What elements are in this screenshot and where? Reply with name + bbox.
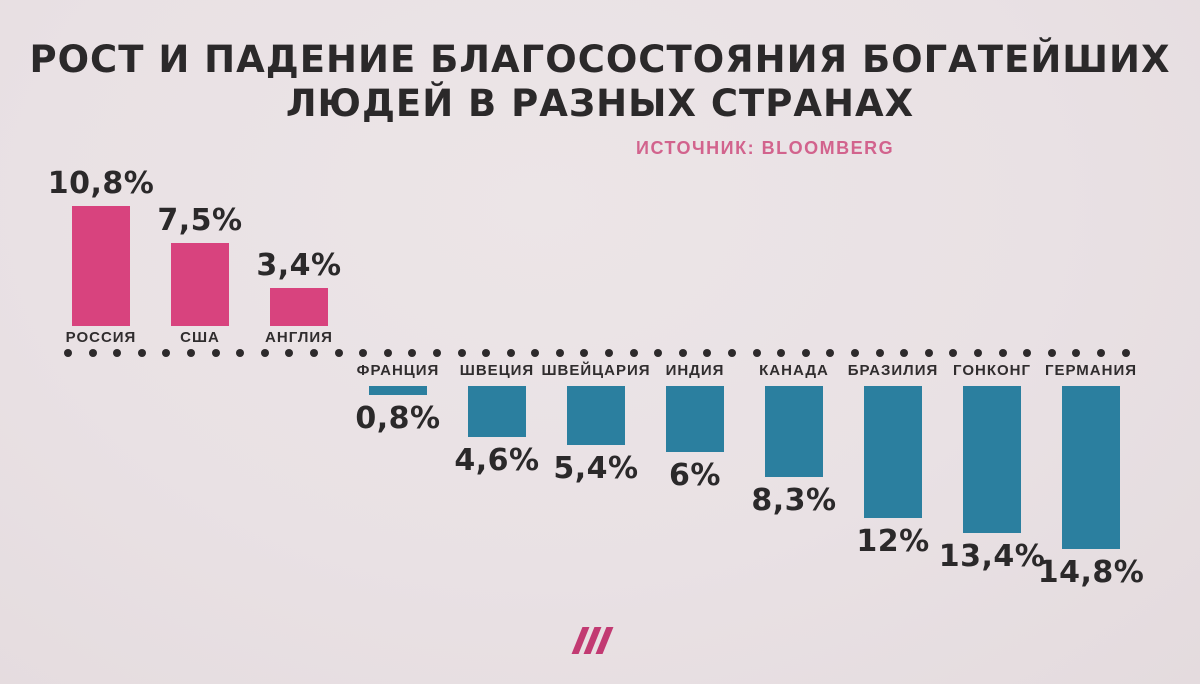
zero-line-dot	[949, 349, 958, 357]
zero-line-dot	[851, 349, 859, 357]
zero-line-dot	[678, 349, 687, 357]
zero-line-dot	[555, 349, 564, 357]
zero-line-dot	[1072, 349, 1081, 357]
chart-title-line1: РОСТ И ПАДЕНИЕ БЛАГОСОСТОЯНИЯ БОГАТЕЙШИХ	[29, 38, 1171, 81]
zero-line-dot	[88, 349, 97, 357]
bar-country-label: ШВЕЦИЯ	[459, 362, 535, 379]
bar-country-label: РОССИЯ	[65, 329, 137, 346]
bar-value-label: 7,5%	[157, 203, 243, 238]
zero-line-dot	[260, 349, 269, 357]
bar-value-label: 14,8%	[1037, 555, 1145, 590]
zero-line-dot	[186, 349, 195, 357]
bar-value-label: 0,8%	[355, 401, 441, 436]
bar-growth-0	[72, 206, 130, 326]
bar-growth-1	[171, 243, 229, 326]
zero-line-dot	[1047, 349, 1056, 357]
bar-value-label: 4,6%	[454, 443, 540, 478]
zero-line-dot	[900, 349, 909, 357]
zero-line-dot	[777, 349, 786, 357]
bar-country-label: ГЕРМАНИЯ	[1044, 362, 1138, 379]
zero-line-dot	[801, 349, 810, 357]
bar-country-label: БРАЗИЛИЯ	[847, 362, 939, 379]
zero-line-dot	[236, 349, 245, 357]
bar-country-label: США	[180, 329, 220, 346]
source-label: ИСТОЧНИК: BLOOMBERG	[636, 138, 895, 158]
bar-value-label: 3,4%	[256, 248, 342, 283]
zero-line-dot	[580, 349, 589, 357]
zero-line-dot	[506, 349, 515, 357]
bar-decline-10	[1062, 386, 1120, 549]
zero-line-dot	[457, 349, 466, 357]
bar-growth-2	[270, 288, 328, 326]
zero-line-dot	[924, 349, 933, 357]
zero-line-dot	[408, 349, 417, 357]
bar-country-label: АНГЛИЯ	[265, 329, 333, 346]
zero-line-dot	[334, 349, 343, 357]
three-slashes-logo-icon	[571, 627, 623, 654]
zero-line-dot	[113, 349, 122, 357]
bar-decline-7	[765, 386, 823, 477]
zero-line-dot	[998, 349, 1007, 357]
zero-line-dot	[629, 349, 638, 357]
zero-line-dot	[359, 349, 368, 357]
zero-line-dot	[531, 349, 540, 357]
bar-value-label: 12%	[856, 524, 930, 559]
zero-line-dot	[1121, 349, 1130, 357]
bar-decline-3	[369, 386, 427, 395]
zero-line-dot	[654, 349, 663, 357]
zero-line-dot	[383, 349, 392, 357]
zero-line-dot	[728, 349, 737, 357]
chart-title-line2: ЛЮДЕЙ В РАЗНЫХ СТРАНАХ	[285, 82, 915, 126]
bar-decline-6	[666, 386, 724, 452]
bar-decline-9	[963, 386, 1021, 533]
zero-line-dot	[137, 349, 146, 357]
bar-value-label: 6%	[669, 458, 721, 493]
zero-line-dot	[605, 349, 614, 357]
bar-country-label: ГОНКОНГ	[953, 362, 1031, 379]
zero-line-dot	[211, 349, 220, 357]
bar-country-label: ИНДИЯ	[665, 362, 725, 379]
bar-value-label: 8,3%	[751, 483, 837, 518]
bar-country-label: ШВЕЙЦАРИЯ	[541, 362, 651, 379]
zero-line-dot	[162, 349, 171, 357]
zero-line-dot	[1096, 349, 1105, 357]
bar-decline-5	[567, 386, 625, 445]
zero-line-dot	[309, 349, 318, 357]
bar-decline-8	[864, 386, 922, 518]
zero-line-dot	[285, 349, 294, 357]
zero-line-dot	[752, 349, 761, 357]
chart-title: РОСТ И ПАДЕНИЕ БЛАГОСОСТОЯНИЯ БОГАТЕЙШИХ…	[0, 38, 1200, 127]
zero-line-dot	[64, 349, 72, 357]
zero-line-dot	[875, 349, 884, 357]
zero-line-dot	[973, 349, 982, 357]
zero-line-dot	[482, 349, 491, 357]
zero-line-dot	[703, 349, 712, 357]
zero-line-dot	[826, 349, 835, 357]
zero-line-dot	[1023, 349, 1032, 357]
bar-country-label: ФРАНЦИЯ	[356, 362, 440, 379]
zero-line-dot	[432, 349, 441, 357]
bar-value-label: 13,4%	[938, 539, 1046, 574]
bar-value-label: 10,8%	[47, 166, 155, 201]
bar-value-label: 5,4%	[553, 451, 639, 486]
bar-country-label: КАНАДА	[759, 362, 829, 379]
zero-line-dots	[64, 349, 1130, 357]
bar-decline-4	[468, 386, 526, 437]
